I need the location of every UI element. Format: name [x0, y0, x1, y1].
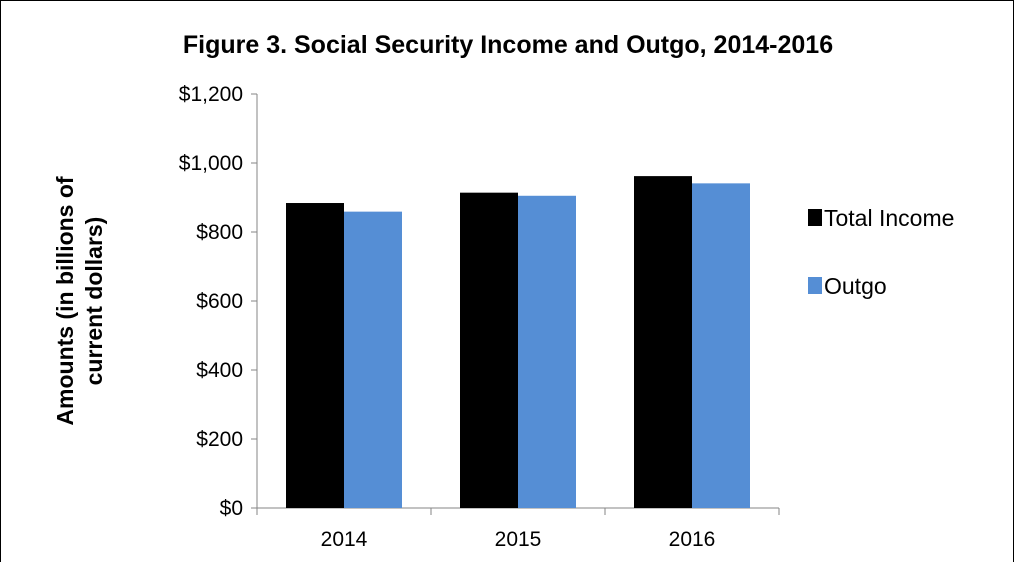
bar-outgo-2016 [692, 183, 750, 509]
y-tick-label: $1,200 [179, 83, 243, 106]
bar-outgo-2014 [344, 211, 402, 508]
y-tick-label: $200 [196, 428, 243, 451]
y-tick-label: $0 [220, 497, 243, 520]
legend-label-total-income: Total Income [824, 205, 954, 231]
chart-title: Figure 3. Social Security Income and Out… [182, 31, 834, 59]
y-tick-label: $600 [196, 290, 243, 313]
bar-total-income-2014 [286, 203, 344, 508]
y-tick-label: $800 [196, 221, 243, 244]
legend: Total Income Outgo [808, 205, 954, 299]
legend-swatch-total-income [808, 209, 822, 226]
y-axis-title: Amounts (in billions of current dollars) [52, 176, 107, 425]
x-tick-label: 2014 [321, 528, 368, 551]
bar-outgo-2015 [518, 195, 576, 508]
bar-total-income-2016 [634, 176, 692, 509]
y-tick-label: $400 [196, 359, 243, 382]
x-tick-label: 2016 [669, 528, 716, 551]
legend-label-outgo: Outgo [824, 273, 887, 299]
legend-swatch-outgo [808, 277, 822, 294]
axes: $0 $200 $400 $600 $800 $1,000 $1,200 2014 2015 20… [52, 83, 780, 551]
y-axis-title-line: current dollars) [81, 217, 107, 386]
x-tick-label: 2015 [495, 528, 542, 551]
bar-total-income-2015 [460, 192, 518, 509]
y-axis-title-line: Amounts (in billions of [52, 176, 78, 425]
bars [286, 176, 750, 509]
y-tick-label: $1,000 [179, 152, 243, 175]
